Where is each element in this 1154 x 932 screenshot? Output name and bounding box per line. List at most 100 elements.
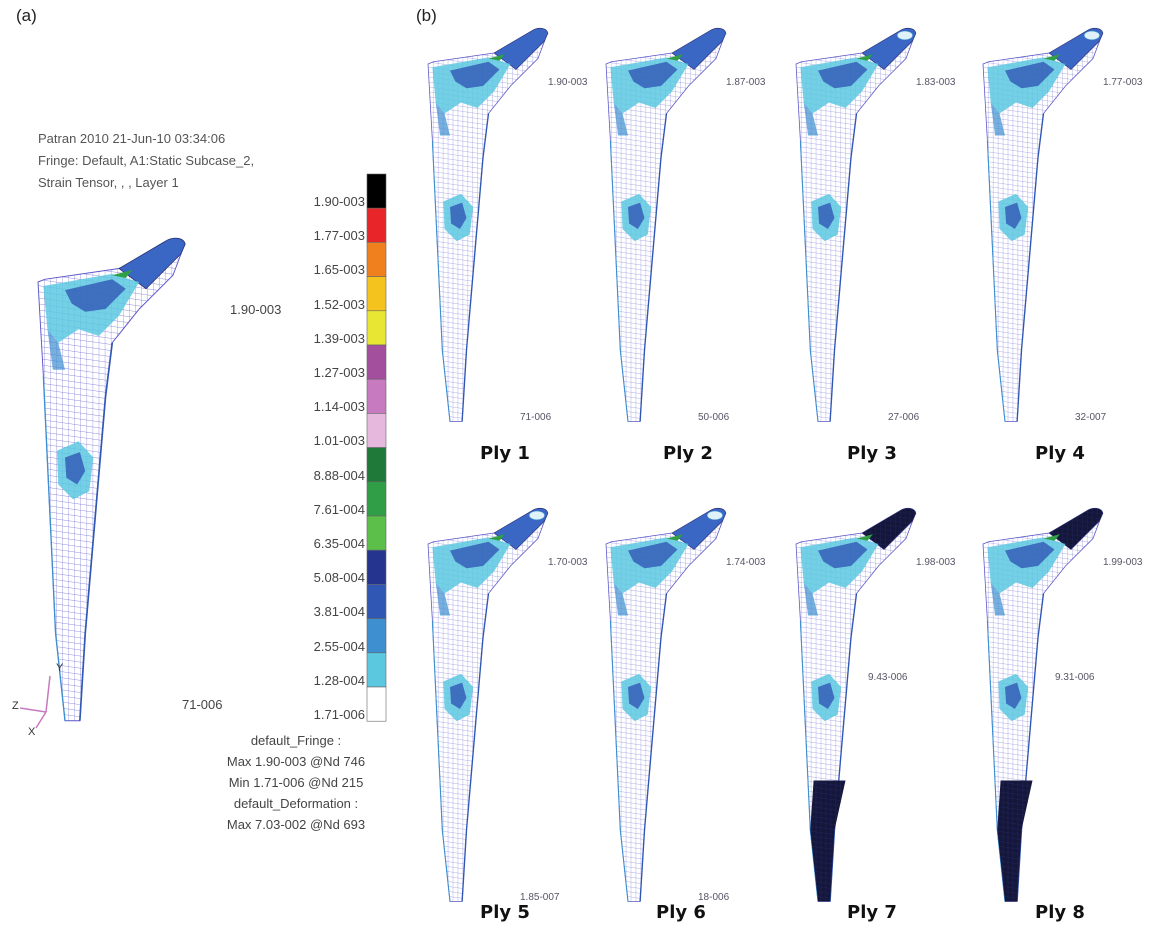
strain-region-mid-peak <box>628 202 645 229</box>
color-scale-label: 1.65-003 <box>313 262 365 278</box>
ply-max-label: 1.90-003 <box>548 77 588 88</box>
stem-edge <box>986 620 1006 902</box>
ply-label: Ply 6 <box>656 902 706 923</box>
ply-max-label: 1.77-003 <box>1103 77 1143 88</box>
strain-region-edge <box>435 102 450 136</box>
fringe-info-line: Max 1.90-003 @Nd 746 <box>226 754 366 769</box>
strain-region-mid-peak <box>65 452 86 485</box>
stem-mesh <box>796 39 913 422</box>
stem-edge <box>42 376 66 721</box>
ply-label: Ply 3 <box>847 443 897 464</box>
ply-label: Ply 1 <box>480 443 530 464</box>
ply-min-label: 18-006 <box>698 892 730 903</box>
stem-neck <box>118 237 186 290</box>
stem-edge <box>431 620 451 902</box>
strain-region-mid-peak <box>450 202 467 229</box>
strain-region-mid-peak <box>628 682 645 709</box>
ply-min-label: 71-006 <box>520 412 552 423</box>
stem-mesh <box>38 251 182 721</box>
ply-min-label: 32-007 <box>1075 412 1107 423</box>
stem-edge <box>461 113 490 422</box>
max-strain-marker <box>488 534 505 541</box>
axis-z-line <box>19 707 47 713</box>
strain-region-peak <box>450 61 500 89</box>
model-a-max-label: 1.90-003 <box>230 302 282 317</box>
stem-edge <box>609 620 629 902</box>
stem-edge <box>431 140 451 422</box>
ply-model <box>795 507 917 902</box>
ply-min-label: 27-006 <box>888 412 920 423</box>
color-scale-label: 1.39-003 <box>313 330 365 346</box>
strain-region-peak <box>628 541 678 569</box>
stem-neck-mesh <box>1049 508 1103 550</box>
color-scale-cell <box>366 447 387 483</box>
stem-mesh <box>606 39 723 422</box>
ply-min-label: 50-006 <box>698 412 730 423</box>
stem-edge <box>609 140 629 422</box>
ply-model <box>605 27 727 422</box>
color-scale-cell <box>366 242 387 277</box>
stem-edge <box>639 593 668 902</box>
axes-triad <box>19 675 51 729</box>
strain-region-edge <box>47 329 65 370</box>
stem-neck <box>671 27 727 70</box>
strain-region-mid-peak <box>1005 202 1022 229</box>
strain-region-peak <box>818 541 868 569</box>
ply-max-label: 1.70-003 <box>548 557 588 568</box>
stem-mesh <box>983 39 1100 422</box>
color-scale-label: 1.27-003 <box>313 365 365 380</box>
fringe-info-line: Min 1.71-006 @Nd 215 <box>228 775 364 790</box>
strain-region-mid-peak <box>450 682 467 709</box>
color-scale-cell <box>366 481 387 517</box>
color-scale-label: 6.35-004 <box>313 536 365 551</box>
max-strain-marker <box>112 269 133 278</box>
max-strain-marker <box>856 534 873 541</box>
max-strain-marker <box>856 54 873 61</box>
distal-dark-mesh <box>997 780 1033 902</box>
color-scale-cell <box>366 652 387 688</box>
stem-edge <box>461 593 490 902</box>
max-strain-marker <box>1043 54 1060 61</box>
ply-label: Ply 2 <box>663 443 713 464</box>
color-scale-cell <box>366 584 387 619</box>
strain-region-peak <box>1005 541 1055 569</box>
color-scale-label: 1.77-003 <box>313 228 365 244</box>
strain-region-edge <box>613 582 628 616</box>
color-scale-cell <box>366 173 387 209</box>
color-scale-cell <box>366 515 387 551</box>
strain-region-edge <box>435 582 450 616</box>
stem-neck-opening <box>1083 30 1100 41</box>
strain-region-peak <box>65 279 126 312</box>
ply-min-label: 1.85-007 <box>520 892 560 903</box>
ply-max-label: 1.87-003 <box>726 77 766 88</box>
axis-z-label: Z <box>12 700 19 712</box>
strain-region-mid-peak <box>1005 682 1022 709</box>
stem-neck-opening <box>896 30 913 41</box>
color-scale-cell <box>366 413 387 448</box>
ply-model <box>427 27 549 422</box>
stem-edge <box>79 342 114 721</box>
ply-label: Ply 7 <box>847 902 897 923</box>
color-scale-label: 1.28-004 <box>313 672 365 688</box>
stem-edge <box>799 140 819 422</box>
color-scale-cell <box>366 549 387 585</box>
stem-mesh <box>428 39 545 422</box>
stem-edge <box>799 620 819 902</box>
patran-header: Patran 2010 21-Jun-10 03:34:06 Fringe: D… <box>38 128 254 194</box>
color-scale-label: 1.14-003 <box>313 399 365 415</box>
color-scale-cell <box>366 310 387 346</box>
ply-max-label: 1.99-003 <box>1103 557 1143 568</box>
color-scale-label: 2.55-004 <box>313 638 365 654</box>
stem-edge <box>829 113 858 422</box>
ply-min-label: 9.43-006 <box>868 672 908 683</box>
ply-model <box>982 27 1104 422</box>
ply-label: Ply 4 <box>1035 443 1085 464</box>
color-scale-cell <box>366 276 387 312</box>
color-scale-label: 8.88-004 <box>313 467 365 483</box>
ply-model <box>982 507 1104 902</box>
max-strain-marker <box>666 534 683 541</box>
axis-y-label: Y <box>56 662 64 674</box>
model-a <box>37 237 186 722</box>
patran-header-line: Patran 2010 21-Jun-10 03:34:06 <box>38 131 226 146</box>
